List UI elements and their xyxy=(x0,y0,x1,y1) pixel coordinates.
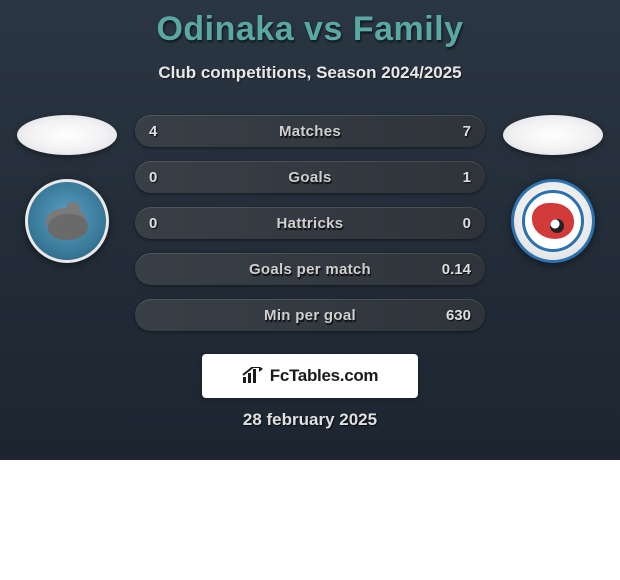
brand-badge[interactable]: FcTables.com xyxy=(202,354,418,398)
content-row: 4 Matches 7 0 Goals 1 0 Hattricks 0 Goal… xyxy=(0,115,620,331)
stat-label: Min per goal xyxy=(135,307,485,324)
right-club-logo xyxy=(511,179,595,263)
left-player-photo xyxy=(17,115,117,155)
stat-label: Goals per match xyxy=(135,261,485,278)
subtitle: Club competitions, Season 2024/2025 xyxy=(0,63,620,83)
right-player-photo xyxy=(503,115,603,155)
stat-row: 4 Matches 7 xyxy=(135,115,485,147)
left-side xyxy=(17,115,117,263)
stat-label: Goals xyxy=(135,169,485,186)
stat-row: 0 Goals 1 xyxy=(135,161,485,193)
crest-inner xyxy=(522,190,584,252)
stat-row: Goals per match 0.14 xyxy=(135,253,485,285)
elephant-icon xyxy=(66,202,80,216)
date-label: 28 february 2025 xyxy=(0,410,620,430)
left-club-logo xyxy=(25,179,109,263)
stat-label: Hattricks xyxy=(135,215,485,232)
page-title: Odinaka vs Family xyxy=(0,0,620,49)
bar-chart-icon xyxy=(242,367,264,385)
stat-label: Matches xyxy=(135,123,485,140)
comparison-card: Odinaka vs Family Club competitions, Sea… xyxy=(0,0,620,460)
stat-bars: 4 Matches 7 0 Goals 1 0 Hattricks 0 Goal… xyxy=(135,115,485,331)
football-icon xyxy=(550,219,564,233)
stat-row: 0 Hattricks 0 xyxy=(135,207,485,239)
right-side xyxy=(503,115,603,263)
stat-row: Min per goal 630 xyxy=(135,299,485,331)
brand-text: FcTables.com xyxy=(270,366,379,386)
map-icon xyxy=(532,203,574,239)
